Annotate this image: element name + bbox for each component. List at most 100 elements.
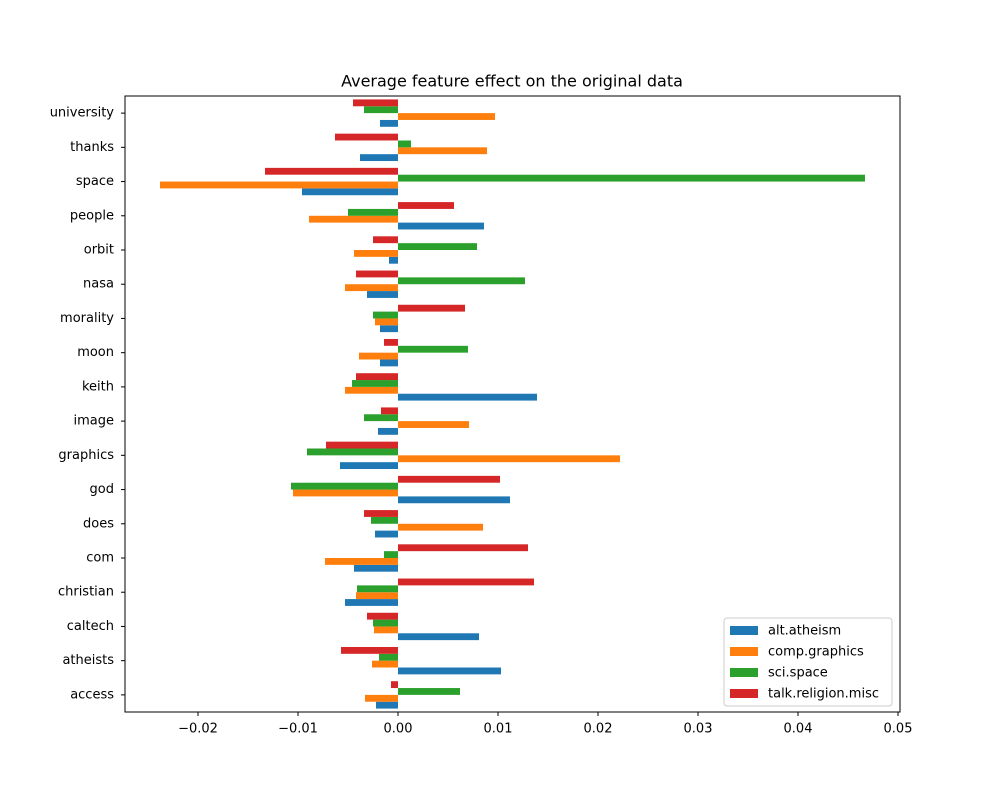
bar: [326, 441, 398, 449]
bar: [375, 318, 398, 326]
bar: [367, 291, 398, 298]
bar: [371, 516, 398, 524]
bar: [367, 612, 398, 620]
bar: [391, 681, 398, 689]
bar: [384, 338, 398, 346]
bar: [398, 147, 487, 155]
bar: [372, 660, 398, 668]
bar: [357, 585, 398, 593]
y-tick-label: does: [83, 516, 114, 531]
y-tick-label: people: [70, 208, 114, 223]
y-tick-label: image: [74, 414, 115, 429]
legend-label: comp.graphics: [768, 645, 864, 660]
y-tick-label: com: [86, 551, 114, 566]
y-tick-label: access: [70, 687, 114, 702]
bar: [398, 523, 483, 531]
chart-title: Average feature effect on the original d…: [341, 72, 683, 91]
bar: [353, 99, 398, 107]
y-tick-label: god: [90, 482, 114, 497]
bar: [360, 154, 398, 162]
bar: [345, 284, 398, 292]
bar: [293, 489, 398, 497]
bar: [398, 667, 501, 675]
x-tick-label: 0.04: [784, 722, 813, 737]
bar: [398, 578, 534, 586]
bar: [380, 119, 398, 127]
bar: [398, 222, 484, 230]
y-tick-label: keith: [82, 379, 114, 394]
bar: [356, 270, 398, 278]
y-tick-label: university: [50, 106, 115, 121]
bar: [398, 202, 454, 209]
bar: [398, 421, 469, 428]
bar: [335, 133, 398, 141]
legend-swatch: [730, 668, 758, 677]
bar: [398, 688, 460, 695]
bar: [398, 345, 468, 353]
bar: [325, 558, 398, 565]
bar: [356, 373, 398, 381]
bar: [398, 496, 510, 504]
bar: [345, 386, 398, 394]
bar: [381, 407, 398, 415]
bar: [354, 564, 398, 572]
bar: [398, 277, 525, 285]
legend-swatch: [730, 647, 758, 656]
bar: [354, 250, 398, 257]
bar: [373, 619, 398, 627]
y-tick-label: morality: [60, 311, 114, 326]
bar: [398, 475, 500, 483]
y-tick-label: orbit: [84, 243, 114, 258]
bar: [364, 414, 398, 422]
bar: [265, 167, 398, 175]
legend-label: talk.religion.misc: [768, 687, 879, 702]
x-tick-label: 0.00: [384, 722, 413, 737]
bar: [348, 208, 398, 216]
bar: [398, 304, 465, 312]
y-tick-label: atheists: [62, 653, 114, 668]
plot-frame: [124, 95, 901, 713]
y-tick-label: nasa: [83, 277, 114, 292]
x-tick-label: 0.01: [484, 722, 513, 737]
y-tick-label: christian: [58, 585, 114, 600]
bar: [398, 455, 620, 463]
bar: [352, 380, 398, 387]
x-tick-label: 0.02: [584, 722, 613, 737]
bar: [345, 599, 398, 606]
bar: [373, 236, 398, 244]
bar: [376, 701, 398, 709]
bar: [398, 140, 411, 148]
bar: [365, 694, 398, 702]
y-tick-label: caltech: [67, 619, 114, 634]
bar: [398, 393, 537, 401]
y-tick-label: moon: [77, 345, 114, 360]
bar: [398, 113, 495, 120]
legend-label: sci.space: [768, 666, 828, 681]
bar: [340, 462, 398, 470]
bar: [380, 359, 398, 367]
bar: [375, 530, 398, 538]
x-tick-label: −0.02: [178, 722, 218, 737]
bar: [341, 646, 398, 654]
bar: [384, 551, 398, 558]
legend: alt.atheism comp.graphics sci.space talk.re…: [723, 617, 893, 707]
y-tick-label: graphics: [58, 448, 114, 463]
legend-swatch: [730, 626, 758, 635]
bar: [398, 243, 477, 250]
bar: [356, 592, 398, 600]
bar: [398, 544, 528, 552]
bar: [398, 174, 865, 182]
legend-swatch: [730, 689, 758, 698]
bar: [379, 653, 398, 661]
bar: [307, 448, 398, 456]
bar: [373, 311, 398, 319]
bar: [160, 181, 398, 189]
bar: [398, 633, 479, 641]
bar: [302, 188, 398, 196]
bar: [309, 215, 398, 223]
legend-box: [723, 617, 893, 707]
y-tick-label: thanks: [70, 140, 114, 155]
y-tick-label: space: [76, 174, 114, 189]
x-tick-label: 0.03: [684, 722, 713, 737]
